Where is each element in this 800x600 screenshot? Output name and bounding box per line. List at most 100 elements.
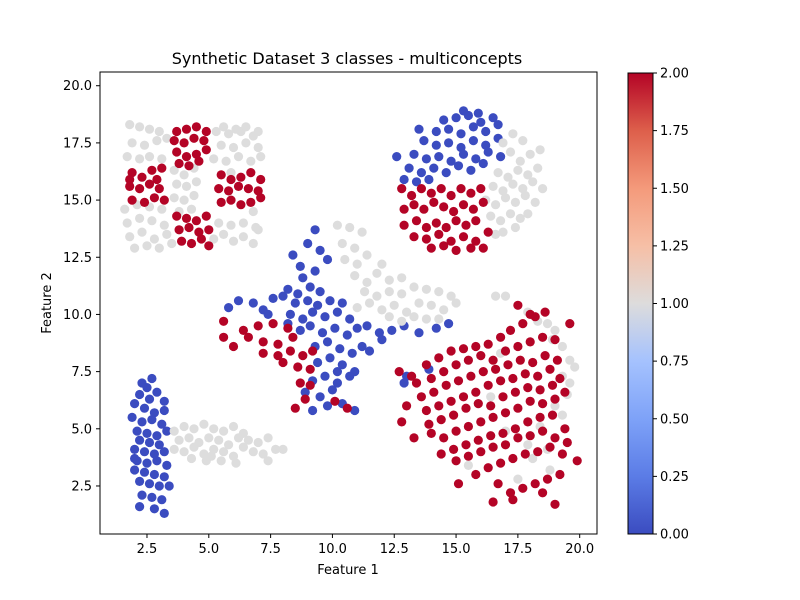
scatter-point-class-0 <box>332 367 342 377</box>
scatter-point-class-1 <box>221 156 231 166</box>
y-tick-label: 5.0 <box>71 422 92 437</box>
scatter-point-class-2 <box>476 417 486 427</box>
scatter-point-class-2 <box>491 364 501 374</box>
scatter-point-class-1 <box>535 145 545 155</box>
scatter-point-class-2 <box>236 172 246 182</box>
scatter-point-class-2 <box>550 499 560 509</box>
scatter-point-class-2 <box>394 367 404 377</box>
scatter-point-class-1 <box>219 229 229 239</box>
scatter-point-class-0 <box>473 108 483 118</box>
scatter-point-class-2 <box>515 355 525 365</box>
scatter-point-class-2 <box>486 401 496 411</box>
scatter-point-class-2 <box>397 417 407 427</box>
scatter-point-class-0 <box>310 225 320 235</box>
scatter-point-class-2 <box>144 179 155 189</box>
scatter-point-class-1 <box>251 222 261 233</box>
scatter-point-class-2 <box>295 378 305 388</box>
scatter-point-class-1 <box>231 458 241 468</box>
scatter-point-class-1 <box>434 314 444 324</box>
scatter-point-class-1 <box>426 300 436 310</box>
x-tick-label: 7.5 <box>260 542 281 557</box>
colorbar-tick-label: 1.50 <box>660 182 689 197</box>
y-tick-label: 17.5 <box>63 136 92 151</box>
scatter-point-class-0 <box>144 479 155 489</box>
scatter-point-class-2 <box>305 380 315 390</box>
scatter-point-class-2 <box>127 195 137 205</box>
scatter-point-class-2 <box>256 193 266 203</box>
scatter-point-class-1 <box>169 193 179 203</box>
scatter-point-class-1 <box>154 126 164 137</box>
scatter-point-class-1 <box>233 433 244 443</box>
scatter-point-class-0 <box>147 373 157 384</box>
scatter-point-class-1 <box>377 259 387 269</box>
scatter-point-class-2 <box>194 156 204 166</box>
scatter-point-class-2 <box>473 435 483 445</box>
scatter-point-class-2 <box>533 371 543 381</box>
scatter-point-class-1 <box>503 172 513 182</box>
scatter-point-class-2 <box>219 332 229 342</box>
scatter-point-class-0 <box>305 321 315 331</box>
scatter-point-class-1 <box>496 216 506 226</box>
scatter-point-class-2 <box>298 351 308 361</box>
scatter-point-class-0 <box>308 405 318 416</box>
scatter-point-class-1 <box>189 442 199 452</box>
scatter-point-class-1 <box>228 451 239 461</box>
scatter-point-class-2 <box>560 424 570 434</box>
scatter-point-class-1 <box>122 218 132 228</box>
scatter-point-class-2 <box>488 355 498 365</box>
scatter-point-class-2 <box>201 211 211 221</box>
scatter-point-class-1 <box>510 222 520 233</box>
scatter-point-class-1 <box>214 218 224 228</box>
scatter-point-class-2 <box>226 174 236 185</box>
scatter-point-class-1 <box>542 319 553 329</box>
scatter-point-class-2 <box>555 373 565 384</box>
scatter-point-class-0 <box>142 383 152 393</box>
scatter-point-class-1 <box>434 287 444 297</box>
scatter-point-class-2 <box>258 337 268 347</box>
scatter-point-class-2 <box>525 309 535 319</box>
scatter-point-class-0 <box>147 492 157 502</box>
scatter-point-class-0 <box>322 401 333 411</box>
scatter-point-class-2 <box>409 232 419 242</box>
scatter-point-class-2 <box>243 332 253 342</box>
scatter-point-class-1 <box>486 211 496 221</box>
scatter-point-class-2 <box>429 387 439 397</box>
x-axis: 2.5 5.0 7.5 10.0 12.5 15.0 17.5 20.0 <box>137 534 594 557</box>
scatter-point-class-2 <box>409 200 419 210</box>
scatter-point-class-2 <box>243 184 253 194</box>
scatter-point-class-1 <box>523 209 533 219</box>
scatter-point-class-2 <box>228 341 239 352</box>
scatter-point-class-2 <box>426 428 436 438</box>
scatter-point-class-2 <box>399 220 409 230</box>
scatter-point-class-1 <box>409 312 419 322</box>
scatter-point-class-0 <box>458 149 469 159</box>
scatter-point-class-2 <box>149 193 159 203</box>
scatter-point-class-1 <box>518 184 528 194</box>
scatter-point-class-1 <box>263 456 273 466</box>
scatter-point-class-2 <box>451 360 461 370</box>
scatter-point-class-2 <box>429 197 439 207</box>
scatter-point-class-1 <box>228 142 239 153</box>
scatter-point-class-1 <box>439 305 449 315</box>
scatter-point-class-1 <box>253 126 263 137</box>
scatter-point-class-1 <box>189 424 199 434</box>
scatter-point-class-2 <box>441 222 451 233</box>
scatter-point-class-1 <box>216 140 226 150</box>
scatter-point-class-0 <box>362 321 372 331</box>
scatter-point-class-1 <box>340 254 350 265</box>
scatter-point-class-0 <box>421 154 431 164</box>
scatter-point-class-1 <box>172 179 182 189</box>
colorbar-tick-label: 0.25 <box>660 470 689 485</box>
scatter-point-class-2 <box>518 483 528 493</box>
scatter-point-class-2 <box>253 186 263 196</box>
scatter-point-class-2 <box>555 469 565 480</box>
scatter-point-class-2 <box>283 323 293 333</box>
scatter-point-class-1 <box>127 138 137 148</box>
scatter-point-class-1 <box>144 152 155 162</box>
scatter-point-class-1 <box>243 435 253 445</box>
y-tick-label: 12.5 <box>63 251 92 266</box>
scatter-point-class-2 <box>308 346 318 356</box>
scatter-point-class-2 <box>204 241 214 251</box>
scatter-point-class-1 <box>211 126 221 137</box>
scatter-point-class-1 <box>451 298 461 308</box>
